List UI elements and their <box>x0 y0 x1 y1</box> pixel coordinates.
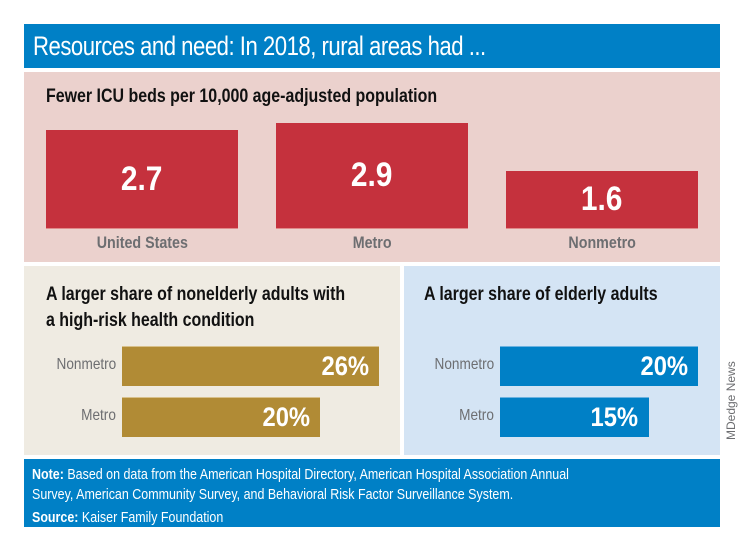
elderly-bar-metro: 15% <box>500 397 649 437</box>
nonelderly-heading: A larger share of nonelderly adults with… <box>46 284 346 331</box>
nonelderly-category-label-nonmetro: Nonmetro <box>56 356 116 373</box>
note-text-2: Survey, American Community Survey, and B… <box>32 487 514 503</box>
elderly-category-label-metro: Metro <box>459 407 494 424</box>
nonelderly-value-label-metro: 20% <box>262 402 310 432</box>
icu-category-label-metro: Metro <box>352 233 392 252</box>
source-line: Source: Kaiser Family Foundation <box>32 508 712 528</box>
elderly-category-label-nonmetro: Nonmetro <box>434 356 494 373</box>
chart-title-bar: Resources and need: In 2018, rural areas… <box>24 24 720 68</box>
nonelderly-bar-nonmetro: 26% <box>122 346 380 386</box>
note-line-1: Note: Based on data from the American Ho… <box>32 465 712 485</box>
nonelderly-bar-metro: 20% <box>122 397 320 437</box>
note-text-1: Based on data from the American Hospital… <box>63 467 569 483</box>
nonelderly-panel: A larger share of nonelderly adults with… <box>24 266 400 455</box>
nonelderly-value-label-nonmetro: 26% <box>321 351 370 381</box>
icu-beds-panel: Fewer ICU beds per 10,000 age-adjusted p… <box>24 72 720 262</box>
elderly-panel: A larger share of elderly adults 20% Nonm… <box>404 266 720 455</box>
chart-title: Resources and need: In 2018, rural areas… <box>33 31 486 61</box>
icu-bar-nonmetro: 1.6 <box>506 170 698 229</box>
elderly-heading: A larger share of elderly adults <box>424 284 658 305</box>
source-text: Kaiser Family Foundation <box>78 510 224 526</box>
footer-note: Note: Based on data from the American Ho… <box>24 459 720 527</box>
credit-text: MDedge News <box>724 361 738 440</box>
icu-category-label-nonmetro: Nonmetro <box>568 233 636 252</box>
icu-value-label-united-states: 2.7 <box>121 159 163 198</box>
elderly-value-label-nonmetro: 20% <box>640 351 688 381</box>
note-line-2: Survey, American Community Survey, and B… <box>32 485 712 505</box>
note-label: Note: <box>32 467 64 483</box>
elderly-bar-nonmetro: 20% <box>500 346 698 386</box>
elderly-value-label-metro: 15% <box>590 402 639 432</box>
icu-beds-heading: Fewer ICU beds per 10,000 age-adjusted p… <box>46 86 438 107</box>
icu-bar-united-states: 2.7 <box>46 130 238 229</box>
source-label: Source: <box>32 510 79 526</box>
icu-value-label-metro: 2.9 <box>351 156 393 195</box>
nonelderly-category-label-metro: Metro <box>81 407 116 424</box>
icu-category-label-united-states: United States <box>96 233 188 252</box>
icu-bar-metro: 2.9 <box>276 123 468 229</box>
icu-value-label-nonmetro: 1.6 <box>581 179 623 218</box>
